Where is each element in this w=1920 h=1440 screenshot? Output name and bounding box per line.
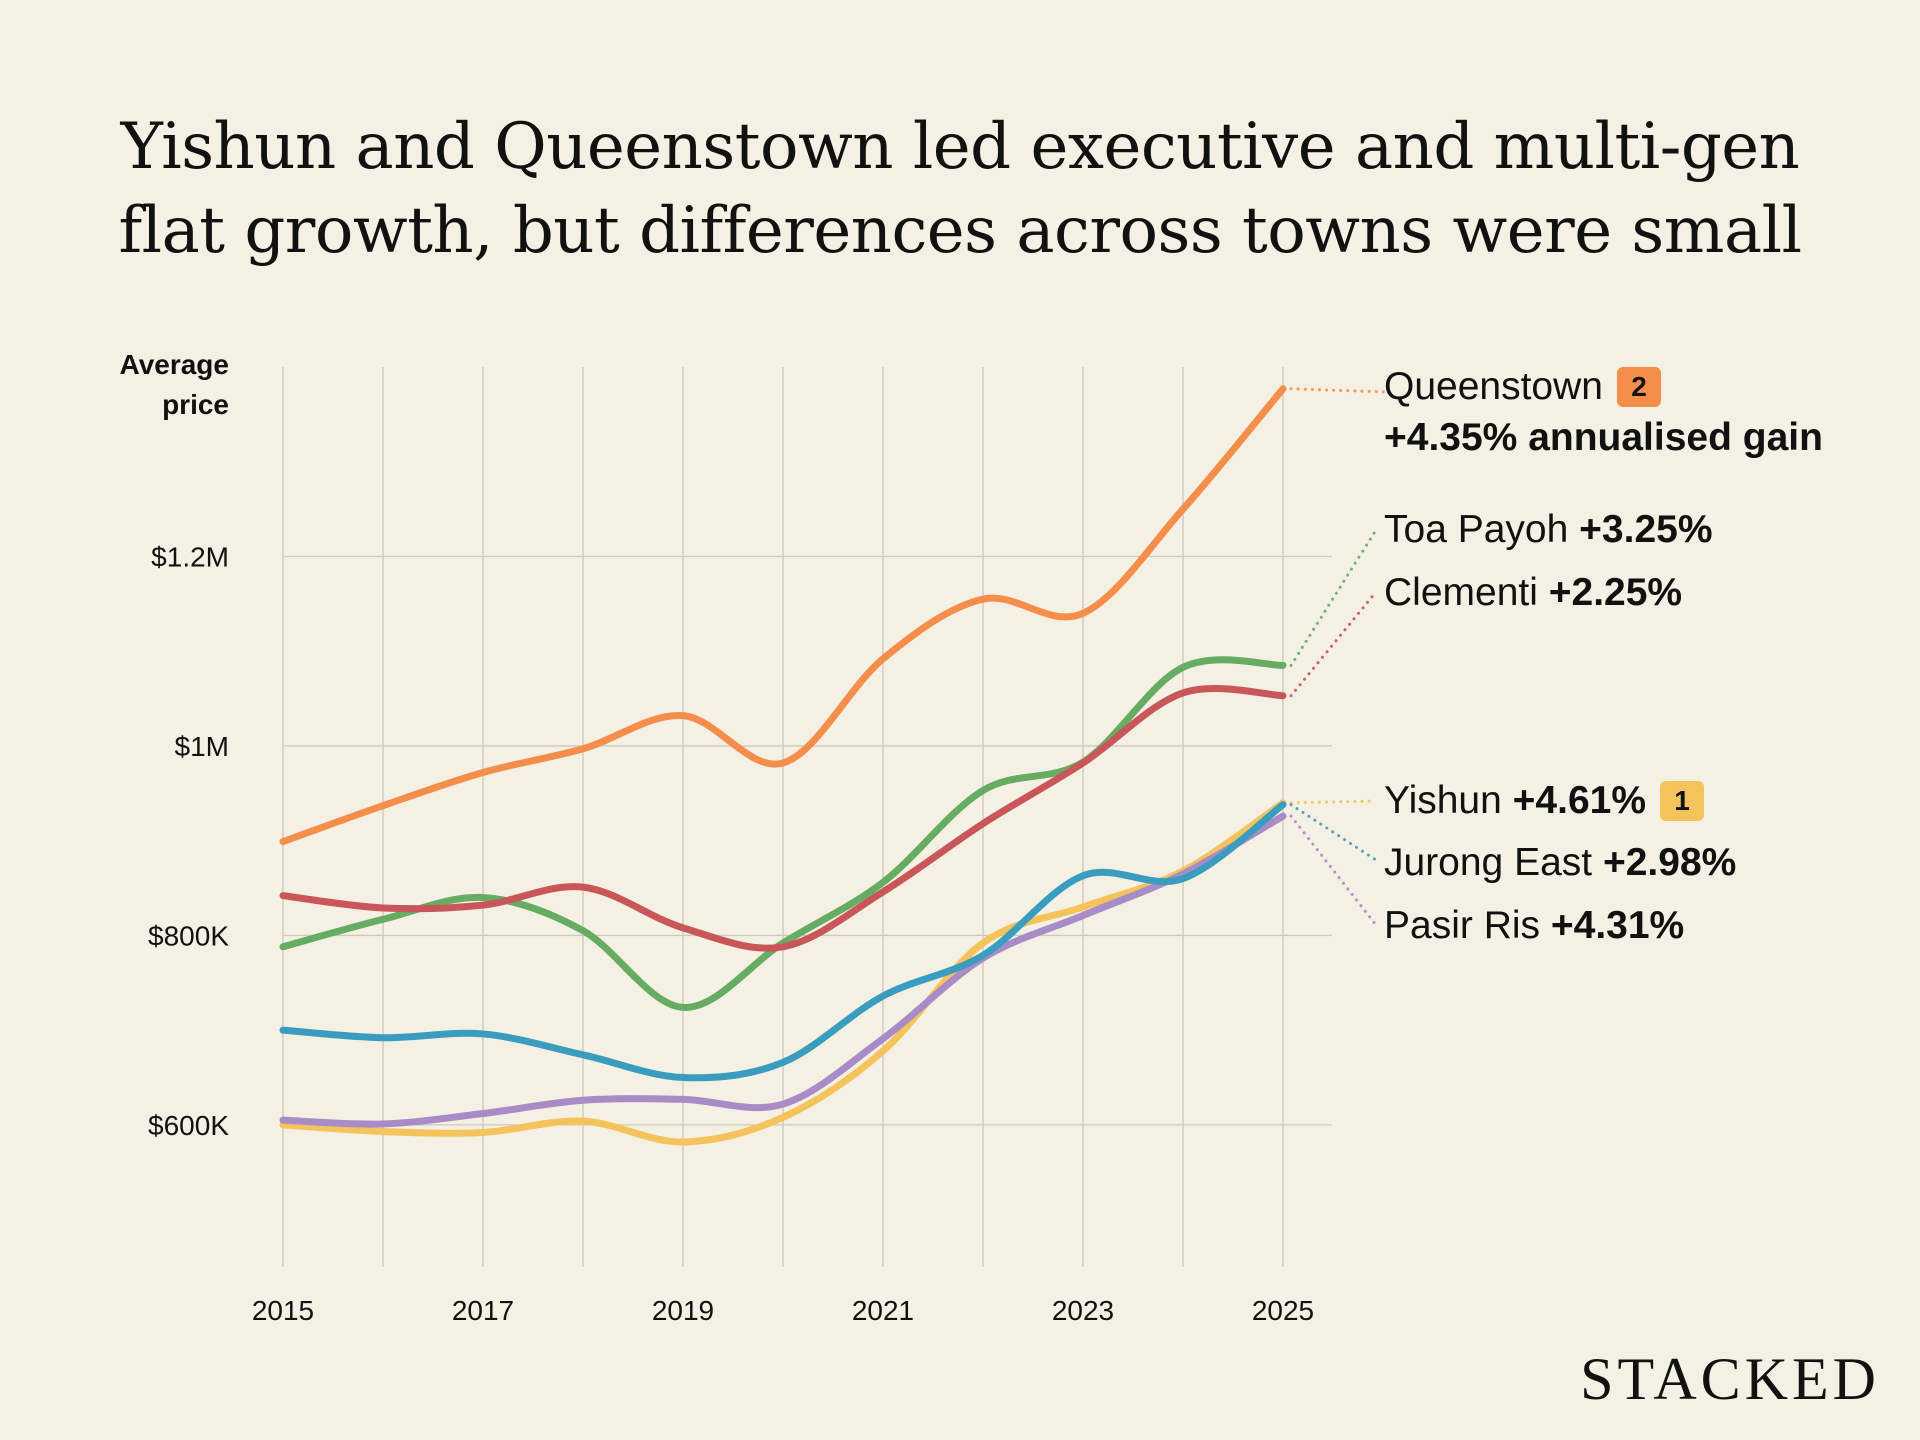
y-tick-label: $1.2M [151, 541, 229, 572]
connector-clementi [1289, 590, 1378, 698]
label-yishun: Yishun +4.61% 1 [1384, 778, 1705, 824]
rank-badge-2: 2 [1616, 367, 1661, 407]
label-pasir-ris-name: Pasir Ris [1384, 904, 1541, 947]
label-jurong-east-name: Jurong East [1384, 841, 1593, 884]
stacked-logo: STACKED [1580, 1346, 1880, 1412]
series-line-pasir-ris [279, 812, 1287, 1128]
label-queenstown-name: Queenstown [1384, 365, 1603, 408]
connector-jurong-east [1289, 803, 1378, 862]
title-line-1: Yishun and Queenstown led executive and … [120, 110, 1800, 184]
rank-badge-1: 1 [1660, 781, 1705, 821]
x-tick-label: 2015 [252, 1295, 314, 1326]
y-tick-label: $800K [148, 920, 229, 951]
label-toa-payoh-name: Toa Payoh [1384, 508, 1569, 551]
label-queenstown-gain: +4.35% annualised gain [1384, 416, 1823, 459]
series-line-queenstown [279, 385, 1287, 846]
label-clementi-name: Clementi [1384, 571, 1538, 614]
y-axis-label: Average [120, 349, 229, 380]
label-yishun-name: Yishun [1384, 779, 1502, 822]
series-line-jurong-east [279, 801, 1287, 1082]
label-jurong-east-gain: +2.98% [1602, 841, 1737, 884]
label-queenstown: Queenstown 2 [1384, 364, 1661, 410]
y-axis-label: price [162, 389, 229, 420]
x-tick-label: 2017 [452, 1295, 514, 1326]
label-jurong-east: Jurong East +2.98% [1384, 840, 1736, 886]
x-tick-label: 2025 [1252, 1295, 1314, 1326]
x-tick-label: 2023 [1052, 1295, 1114, 1326]
label-clementi: Clementi +2.25% [1384, 570, 1682, 616]
connector-toa-payoh [1289, 528, 1378, 667]
label-yishun-gain: +4.61% [1512, 779, 1647, 822]
title-line-2: flat growth, but differences across town… [118, 194, 1802, 268]
connector-yishun [1289, 799, 1378, 805]
label-pasir-ris: Pasir Ris +4.31% [1384, 903, 1684, 949]
x-tick-label: 2021 [852, 1295, 914, 1326]
series-line-toa-payoh [279, 656, 1287, 1011]
y-tick-label: $600K [148, 1110, 229, 1141]
label-toa-payoh-gain: +3.25% [1579, 508, 1713, 551]
connector-queenstown [1289, 387, 1390, 394]
label-toa-payoh: Toa Payoh +3.25% [1384, 507, 1713, 553]
connector-pasir-ris [1289, 814, 1378, 927]
label-clementi-gain: +2.25% [1548, 571, 1683, 614]
x-tick-label: 2019 [652, 1295, 714, 1326]
chart-title: Yishun and Queenstown led executive and … [0, 105, 1920, 273]
label-pasir-ris-gain: +4.31% [1550, 904, 1685, 947]
series-line-clementi [279, 684, 1287, 952]
y-tick-label: $1M [175, 731, 229, 762]
series-line-yishun [279, 799, 1287, 1146]
